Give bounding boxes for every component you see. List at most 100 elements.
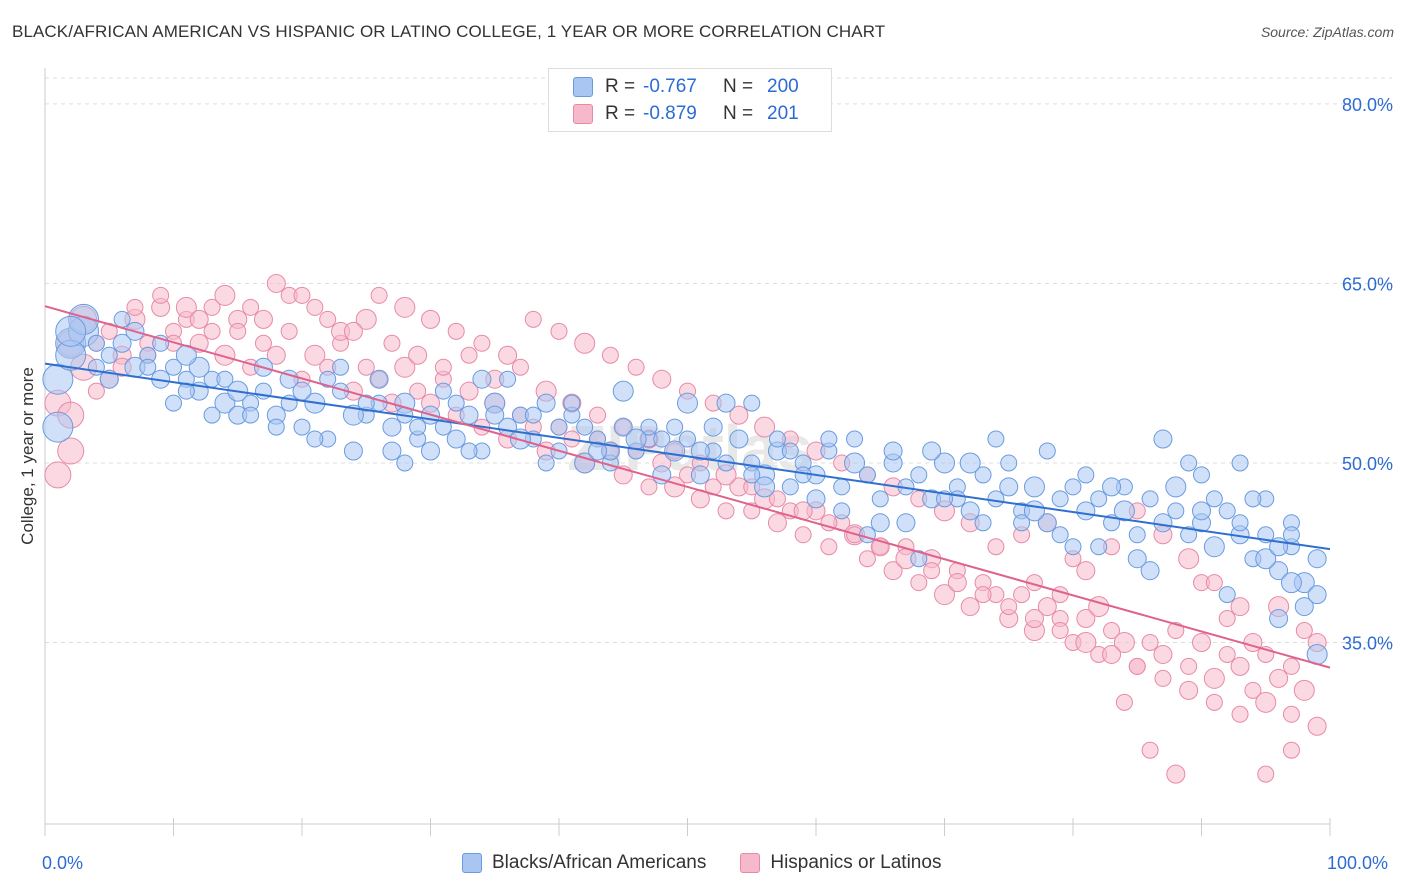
point-black [1141, 490, 1159, 508]
point-hispanic [447, 322, 465, 340]
point-black [485, 405, 505, 425]
point-black [743, 466, 761, 484]
point-black [679, 430, 696, 448]
point-black [1167, 502, 1185, 520]
point-hispanic [1076, 609, 1096, 629]
point-black [216, 370, 234, 388]
point-hispanic [1128, 657, 1146, 675]
y-tick-label: 80.0% [1342, 95, 1393, 115]
point-hispanic [1230, 597, 1250, 617]
point-hispanic [459, 381, 479, 401]
point-black [1282, 526, 1300, 544]
point-black [781, 442, 799, 460]
point-hispanic [1218, 645, 1236, 663]
point-hispanic [1244, 681, 1262, 699]
point-black [1269, 561, 1289, 581]
point-hispanic [87, 382, 105, 400]
point-black [447, 394, 465, 412]
point-black [319, 370, 337, 388]
point-black [1153, 429, 1173, 449]
point-black [382, 441, 402, 461]
point-hispanic [293, 286, 311, 304]
point-black [99, 369, 119, 389]
point-black [267, 418, 285, 436]
trend-line-black [44, 362, 1331, 551]
point-hispanic [1167, 622, 1185, 640]
point-black [1064, 478, 1082, 496]
point-hispanic [1257, 765, 1275, 783]
point-hispanic [960, 597, 980, 617]
point-black [1128, 526, 1146, 544]
point-hispanic [306, 298, 324, 316]
point-black [1231, 514, 1249, 532]
point-hispanic [1243, 632, 1263, 652]
point-black [1255, 548, 1277, 570]
point-hispanic [1103, 622, 1121, 640]
point-hispanic [498, 345, 518, 365]
point-hispanic [408, 345, 428, 365]
point-black [1077, 466, 1095, 484]
point-hispanic [434, 358, 452, 376]
point-black [716, 393, 736, 413]
point-black [446, 429, 466, 449]
point-hispanic [910, 574, 928, 592]
point-hispanic [304, 344, 326, 366]
point-hispanic [1154, 669, 1172, 687]
point-black [421, 441, 440, 461]
legend-label-hispanic: Hispanics or Latinos [770, 852, 942, 873]
r-label: R = [605, 76, 636, 97]
point-black [1294, 597, 1314, 617]
point-black [1023, 476, 1045, 498]
trend-lines [44, 305, 1331, 669]
point-black [536, 393, 556, 413]
point-black [550, 418, 568, 436]
point-black [1280, 572, 1302, 594]
point-hispanic [767, 513, 787, 533]
point-hispanic [355, 308, 377, 330]
point-hispanic [1179, 680, 1199, 700]
point-black [472, 369, 492, 389]
point-hispanic [934, 584, 955, 606]
point-hispanic [1218, 610, 1236, 628]
point-hispanic [1153, 644, 1173, 664]
point-hispanic [242, 298, 260, 316]
point-black [781, 478, 799, 496]
point-black [690, 441, 710, 461]
point-black [1218, 502, 1236, 520]
point-hispanic [601, 346, 619, 364]
point-hispanic [1230, 656, 1250, 676]
point-hispanic [1037, 597, 1057, 617]
point-hispanic [717, 502, 735, 520]
point-hispanic [1205, 574, 1223, 592]
point-black [1023, 500, 1045, 522]
point-hispanic [1051, 586, 1069, 604]
n-value: 200 [767, 76, 799, 97]
point-hispanic [883, 561, 903, 581]
point-hispanic [409, 382, 427, 400]
legend-swatch-blue [462, 853, 482, 873]
point-black [1013, 514, 1031, 532]
point-black [1244, 490, 1262, 508]
point-black [203, 406, 221, 424]
point-black [292, 381, 312, 401]
point-black [960, 501, 980, 521]
point-hispanic [511, 358, 529, 376]
point-hispanic [1166, 764, 1186, 784]
n-value: 201 [767, 103, 799, 124]
point-black [666, 418, 684, 436]
x-tick-max: 100.0% [1327, 853, 1389, 873]
series-legend: Blacks/African Americans Hispanics or La… [462, 852, 975, 874]
point-black [1180, 454, 1198, 472]
point-hispanic [1113, 631, 1135, 653]
point-hispanic [203, 298, 221, 316]
point-hispanic [1282, 657, 1300, 675]
point-hispanic [370, 286, 388, 304]
point-black [396, 454, 414, 472]
point-black [820, 430, 838, 448]
legend-label-black: Blacks/African Americans [492, 852, 707, 873]
point-black [703, 417, 723, 437]
point-black [870, 513, 890, 533]
legend-swatch-pink [573, 104, 593, 124]
point-hispanic [1141, 633, 1159, 651]
point-black [677, 392, 698, 414]
